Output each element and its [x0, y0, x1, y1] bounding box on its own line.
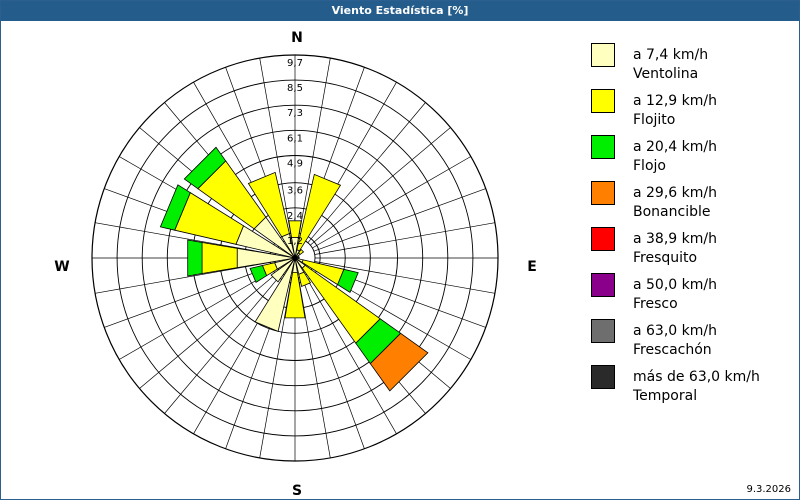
grid-spoke: [259, 58, 292, 239]
legend-speed: a 38,9 km/h: [633, 231, 717, 247]
legend-name: Fresquito: [633, 250, 698, 266]
compass-labels: N E S W: [54, 30, 537, 499]
legend-item-frescachon: a 63,0 km/h Frescachón: [591, 319, 796, 365]
radial-tick-label: 9,7: [287, 58, 303, 69]
window-title: Viento Estadística [%]: [1, 1, 799, 21]
legend-speed: más de 63,0 km/h: [633, 369, 760, 385]
legend-name: Frescachón: [633, 342, 712, 358]
grid-spoke: [304, 275, 397, 434]
grid-spoke: [139, 270, 280, 389]
bar-sw-ventolina: [270, 257, 296, 283]
bar-nne-flojito: [296, 173, 342, 252]
grid-spoke: [104, 264, 277, 328]
grid-spoke: [164, 273, 283, 414]
legend-item-flojo: a 20,4 km/h Flojo: [591, 135, 796, 181]
legend-name: Flojito: [633, 112, 676, 128]
polar-grid: [91, 54, 499, 462]
legend-speed: a 29,6 km/h: [633, 185, 717, 201]
legend-swatch: [591, 365, 615, 389]
legend-item-ventolina: a 7,4 km/h Ventolina: [591, 43, 796, 89]
grid-spoke: [259, 277, 292, 458]
radial-tick-label: 6,1: [287, 133, 303, 144]
legend-name: Bonancible: [633, 204, 711, 220]
legend-swatch: [591, 43, 615, 67]
legend-name: Temporal: [633, 388, 698, 404]
radial-tick-label: 4,9: [287, 159, 303, 170]
bar-wsw-flojo: [249, 265, 268, 283]
bar-ese-flojo: [337, 268, 359, 293]
radial-tick-label: 2,4: [287, 211, 303, 222]
bar-wnw-flojo: [159, 184, 191, 231]
radial-tick-label: 3,6: [287, 186, 303, 197]
grid-spoke: [313, 188, 486, 252]
radial-tick-labels: 9,7 8,5 7,3 6,1 4,9 3,6 2,4 1,2: [287, 58, 303, 247]
legend-swatch: [591, 135, 615, 159]
bar-nw-flojo: [183, 146, 227, 190]
grid-spoke: [298, 58, 331, 239]
bar-sse-flojito: [298, 271, 312, 288]
legend-swatch: [591, 89, 615, 113]
legend-speed: a 50,0 km/h: [633, 277, 717, 293]
wind-rose-bars: [159, 146, 429, 392]
compass-label-s: S: [292, 483, 302, 499]
grid-spoke: [314, 261, 495, 294]
compass-label-e: E: [527, 259, 537, 275]
grid-spoke: [310, 127, 451, 246]
grid-spoke: [95, 222, 276, 255]
bar-s-flojito: [284, 271, 306, 319]
legend-item-temporal: más de 63,0 km/h Temporal: [591, 365, 796, 411]
bar-se-bonancible: [369, 332, 429, 392]
bar-w-flojito: [201, 242, 238, 274]
grid-spoke: [301, 276, 365, 449]
compass-label-w: W: [54, 259, 69, 275]
legend-name: Flojo: [633, 158, 666, 174]
radial-tick-label: 1,2: [287, 236, 303, 247]
legend-name: Fresco: [633, 296, 678, 312]
radial-tick-label: 7,3: [287, 108, 303, 119]
legend-speed: a 20,4 km/h: [633, 139, 717, 155]
legend-item-fresquito: a 38,9 km/h Fresquito: [591, 227, 796, 273]
wind-rose-chart: 9,7 8,5 7,3 6,1 4,9 3,6 2,4 1,2 N E S W: [54, 30, 537, 499]
compass-label-n: N: [291, 30, 303, 46]
grid-spoke: [95, 261, 276, 294]
legend-swatch: [591, 227, 615, 251]
legend: a 7,4 km/h Ventolina a 12,9 km/h Flojito a…: [591, 43, 796, 411]
grid-spoke: [307, 102, 426, 243]
legend-speed: a 63,0 km/h: [633, 323, 717, 339]
legend-swatch: [591, 181, 615, 205]
legend-item-fresco: a 50,0 km/h Fresco: [591, 273, 796, 319]
legend-swatch: [591, 319, 615, 343]
legend-item-flojito: a 12,9 km/h Flojito: [591, 89, 796, 135]
bar-w-flojo: [187, 239, 203, 277]
legend-name: Ventolina: [633, 66, 699, 82]
grid-spoke: [312, 156, 471, 249]
grid-spoke: [298, 277, 331, 458]
radial-tick-label: 8,5: [287, 83, 303, 94]
legend-speed: a 7,4 km/h: [633, 47, 709, 63]
bar-n-flojito: [288, 220, 302, 238]
legend-swatch: [591, 273, 615, 297]
legend-item-bonancible: a 29,6 km/h Bonancible: [591, 181, 796, 227]
bar-nnw-flojito: [247, 171, 290, 238]
bar-ne-flojito: [298, 248, 305, 255]
grid-spoke: [314, 222, 495, 255]
footer-date: 9.3.2026: [746, 484, 791, 495]
grid-spoke: [119, 267, 278, 360]
bar-ssw-ventolina: [254, 257, 296, 332]
legend-speed: a 12,9 km/h: [633, 93, 717, 109]
